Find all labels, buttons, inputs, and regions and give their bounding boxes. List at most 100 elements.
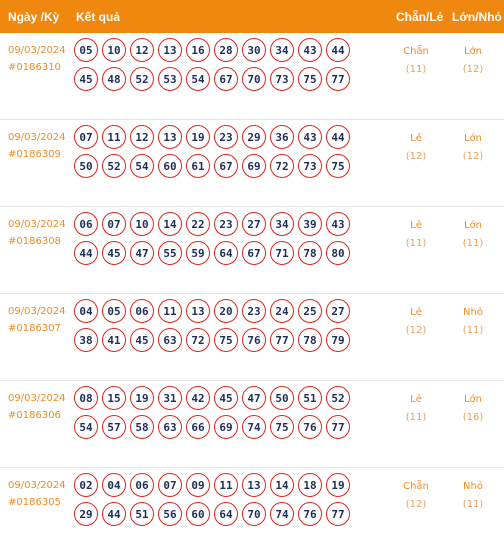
number-ball: 12 <box>130 125 154 149</box>
number-ball: 70 <box>242 67 266 91</box>
number-ball: 60 <box>186 502 210 526</box>
number-ball: 72 <box>186 328 210 352</box>
odd-even-stat: Chẵn (11) <box>396 43 436 79</box>
big-small-stat: Nhỏ (11) <box>453 478 493 514</box>
number-ball: 31 <box>158 386 182 410</box>
big-small-count: (12) <box>462 151 484 162</box>
number-ball: 69 <box>242 154 266 178</box>
number-ball: 15 <box>102 386 126 410</box>
number-ball: 78 <box>298 241 322 265</box>
number-ball: 44 <box>326 38 350 62</box>
number-ball: 34 <box>270 212 294 236</box>
number-ball: 77 <box>326 415 350 439</box>
number-ball: 71 <box>270 241 294 265</box>
result-numbers: 08 15 19 31 42 45 47 50 51 52 54 57 58 63 66 69 74 75 76 77 <box>74 386 364 439</box>
number-ball: 74 <box>270 502 294 526</box>
odd-even-stat: Lẻ (11) <box>396 391 436 427</box>
draw-info: 09/03/2024 #0186308 <box>8 216 66 250</box>
number-ball: 54 <box>186 67 210 91</box>
number-ball: 43 <box>298 38 322 62</box>
big-small-count: (11) <box>462 238 484 249</box>
big-small-stat: Lớn (11) <box>453 217 493 253</box>
table-row: 09/03/2024 #0186305 02 04 06 07 09 11 13 14 18 19 29… <box>0 468 504 554</box>
number-ball: 13 <box>158 38 182 62</box>
number-ball: 47 <box>242 386 266 410</box>
draw-date: 09/03/2024 <box>8 45 66 56</box>
number-ball: 77 <box>326 502 350 526</box>
odd-even-count: (11) <box>405 412 427 423</box>
number-ball: 34 <box>270 38 294 62</box>
number-ball: 41 <box>102 328 126 352</box>
draw-id: #0186306 <box>8 410 61 421</box>
number-ball: 19 <box>186 125 210 149</box>
number-ball: 29 <box>74 502 98 526</box>
number-ball: 36 <box>270 125 294 149</box>
number-ball: 06 <box>130 299 154 323</box>
table-row: 09/03/2024 #0186306 08 15 19 31 42 45 47 50 51 52 54… <box>0 381 504 468</box>
number-ball: 48 <box>102 67 126 91</box>
number-ball: 61 <box>186 154 210 178</box>
number-ball: 66 <box>186 415 210 439</box>
number-ball: 47 <box>130 241 154 265</box>
number-ball: 76 <box>242 328 266 352</box>
number-ball: 28 <box>214 38 238 62</box>
big-small-stat: Lớn (16) <box>453 391 493 427</box>
number-ball: 70 <box>242 502 266 526</box>
number-ball: 54 <box>130 154 154 178</box>
number-ball: 07 <box>74 125 98 149</box>
number-ball: 63 <box>158 415 182 439</box>
number-ball: 44 <box>102 502 126 526</box>
table-row: 09/03/2024 #0186310 05 10 12 13 16 28 30 34 43 44 45… <box>0 33 504 120</box>
draw-id: #0186308 <box>8 236 61 247</box>
number-ball: 77 <box>270 328 294 352</box>
number-ball: 44 <box>326 125 350 149</box>
big-small-stat: Lớn (12) <box>453 130 493 166</box>
big-small-count: (11) <box>462 499 484 510</box>
table-header: Ngày /Kỳ Kết quả Chẵn/Lẻ Lớn/Nhỏ <box>0 0 504 33</box>
result-numbers: 07 11 12 13 19 23 29 36 43 44 50 52 54 60 61 67 69 72 73 75 <box>74 125 364 178</box>
number-ball: 52 <box>102 154 126 178</box>
number-ball: 75 <box>214 328 238 352</box>
draw-date: 09/03/2024 <box>8 219 66 230</box>
odd-even-label: Lẻ <box>410 394 422 405</box>
number-ball: 11 <box>102 125 126 149</box>
number-ball: 13 <box>242 473 266 497</box>
number-ball: 64 <box>214 502 238 526</box>
number-ball: 09 <box>186 473 210 497</box>
number-ball: 52 <box>326 386 350 410</box>
draw-id: #0186309 <box>8 149 61 160</box>
number-ball: 07 <box>102 212 126 236</box>
number-ball: 24 <box>270 299 294 323</box>
number-ball: 14 <box>158 212 182 236</box>
number-ball: 04 <box>74 299 98 323</box>
number-ball: 13 <box>158 125 182 149</box>
odd-even-label: Lẻ <box>410 307 422 318</box>
number-ball: 29 <box>242 125 266 149</box>
number-ball: 67 <box>242 241 266 265</box>
draw-date: 09/03/2024 <box>8 480 66 491</box>
odd-even-label: Chẵn <box>403 481 429 492</box>
result-numbers: 05 10 12 13 16 28 30 34 43 44 45 48 52 53 54 67 70 73 75 77 <box>74 38 364 91</box>
number-ball: 43 <box>298 125 322 149</box>
number-ball: 54 <box>74 415 98 439</box>
number-ball: 19 <box>130 386 154 410</box>
header-date-draw: Ngày /Kỳ <box>8 10 60 24</box>
number-ball: 23 <box>214 125 238 149</box>
number-ball: 56 <box>158 502 182 526</box>
odd-even-stat: Lẻ (12) <box>396 130 436 166</box>
number-ball: 50 <box>270 386 294 410</box>
header-big-small: Lớn/Nhỏ <box>452 10 502 24</box>
number-ball: 06 <box>130 473 154 497</box>
number-ball: 23 <box>242 299 266 323</box>
odd-even-count: (11) <box>405 64 427 75</box>
big-small-label: Lớn <box>463 46 483 57</box>
number-ball: 75 <box>326 154 350 178</box>
odd-even-count: (12) <box>405 151 427 162</box>
number-ball: 42 <box>186 386 210 410</box>
number-ball: 51 <box>298 386 322 410</box>
big-small-label: Nhỏ <box>463 307 483 318</box>
number-ball: 75 <box>298 67 322 91</box>
odd-even-label: Lẻ <box>410 133 422 144</box>
number-ball: 57 <box>102 415 126 439</box>
number-ball: 11 <box>158 299 182 323</box>
